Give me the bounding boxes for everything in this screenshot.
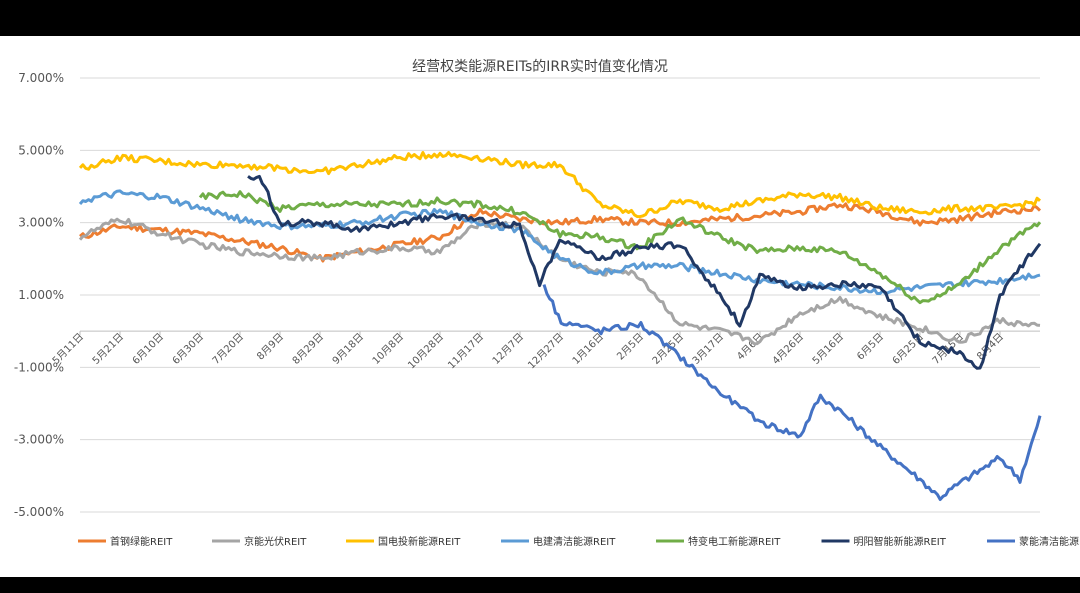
y-tick-label: 3.000% [18, 216, 64, 230]
x-tick-label: 9月18日 [330, 331, 366, 367]
x-tick-label: 4月26日 [770, 331, 806, 367]
x-tick-label: 12月27日 [525, 331, 566, 372]
series-line-6 [247, 174, 1042, 370]
chart-title: 经营权类能源REITs的IRR实时值变化情况 [412, 59, 668, 75]
x-tick-label: 5月11日 [50, 331, 86, 367]
y-tick-label: -3.000% [14, 433, 64, 447]
x-tick-label: 11月17日 [445, 331, 486, 372]
x-tick-label: 6月10日 [130, 331, 166, 367]
y-tick-label: 5.000% [18, 143, 64, 157]
x-tick-label: 6月5日 [854, 331, 886, 363]
x-tick-label: 5月16日 [810, 331, 846, 367]
legend-label: 蒙能清洁能源REIT [1019, 535, 1080, 548]
y-tick-label: 1.000% [18, 288, 64, 302]
legend-label: 首钢绿能REIT [110, 535, 173, 548]
x-tick-label: 7月20日 [210, 331, 246, 367]
legend-label: 京能光伏REIT [244, 535, 307, 548]
line-chart: 7.000% 5.000% 3.000% 1.000% -1.000% -3.000% -5… [14, 71, 1080, 548]
legend-label: 特变电工新能源REIT [688, 535, 781, 548]
x-tick-label: 7月15日 [930, 331, 966, 367]
legend-label: 电建清洁能源REIT [533, 535, 616, 548]
x-tick-label: 6月25日 [890, 331, 926, 367]
x-tick-label: 5月21日 [90, 331, 126, 367]
series-line-4 [78, 189, 1041, 296]
x-tick-label: 1月16日 [570, 331, 606, 367]
x-tick-label: 10月28日 [405, 331, 446, 372]
legend-label: 明阳智能新能源REIT [854, 535, 947, 548]
series-line-1 [79, 202, 1042, 263]
y-tick-label: -1.000% [14, 360, 64, 374]
x-tick-label: 8月29日 [290, 331, 326, 367]
y-tick-label: 7.000% [18, 71, 64, 85]
x-tick-label: 2月5日 [614, 331, 646, 363]
series-line-3 [78, 151, 1042, 219]
y-tick-label: -5.000% [14, 505, 64, 519]
legend-label: 国电投新能源REIT [378, 535, 461, 548]
x-tick-label: 3月17日 [690, 331, 726, 367]
series-line-7 [542, 284, 1042, 501]
x-tick-label: 12月7日 [490, 331, 526, 367]
x-tick-label: 8月9日 [254, 331, 286, 363]
series-line-5 [198, 190, 1042, 305]
x-tick-label: 6月30日 [170, 331, 206, 367]
chart-panel: 经营权类能源REITs的IRR实时值变化情况 7.000% 5.000% 3.000… [0, 36, 1080, 577]
x-tick-label: 10月8日 [370, 331, 406, 367]
